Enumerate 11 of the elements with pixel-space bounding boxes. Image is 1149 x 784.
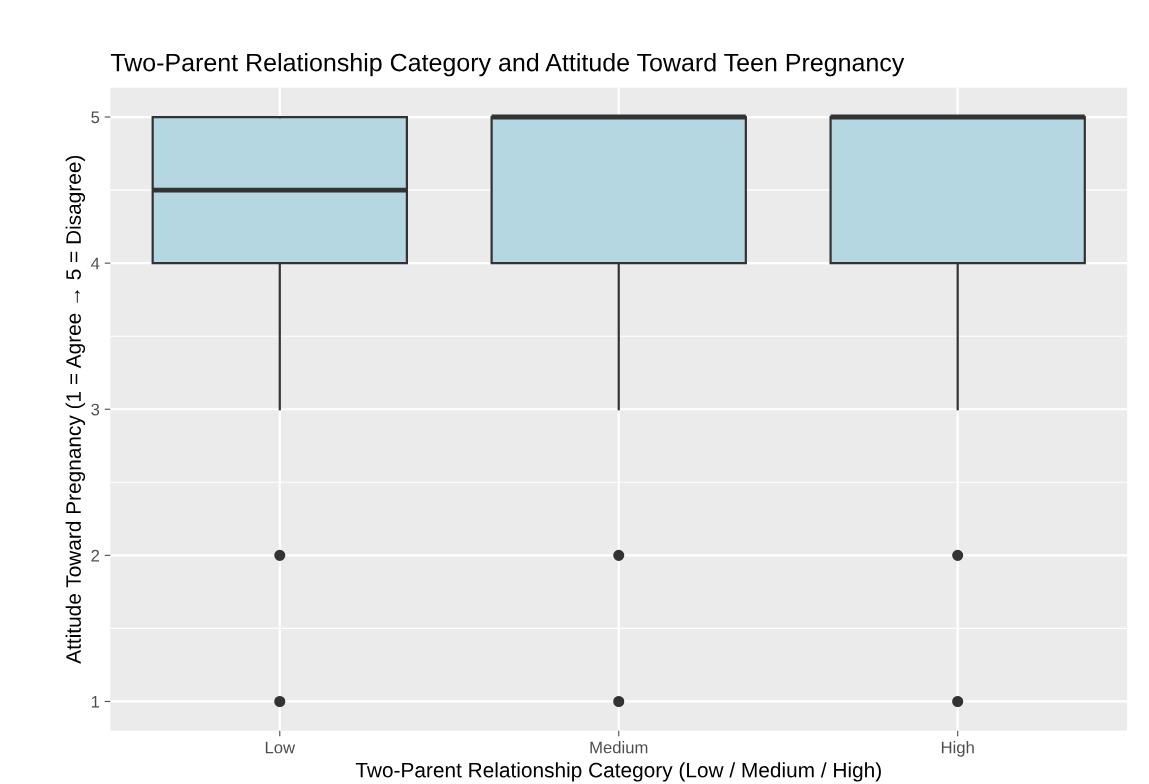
y-tick-label: 2 — [91, 549, 100, 562]
x-tick-label: Low — [265, 741, 296, 754]
x-tick-label: Medium — [590, 741, 648, 754]
x-axis-title: Two-Parent Relationship Category (Low / Medium / High) — [355, 762, 881, 782]
y-tick-label: 4 — [91, 257, 100, 270]
y-axis-title: Attitude Toward Pregnancy (1 = Agree → 5 = Disagree) — [65, 155, 86, 664]
x-tick-label: High — [941, 741, 974, 757]
chart-title: Two-Parent Relationship Category and Attitude Toward Teen Pregnancy — [110, 53, 905, 77]
y-tick-label: 1 — [91, 696, 100, 708]
y-tick-label: 3 — [91, 403, 100, 416]
y-tick-label: 5 — [91, 111, 100, 124]
